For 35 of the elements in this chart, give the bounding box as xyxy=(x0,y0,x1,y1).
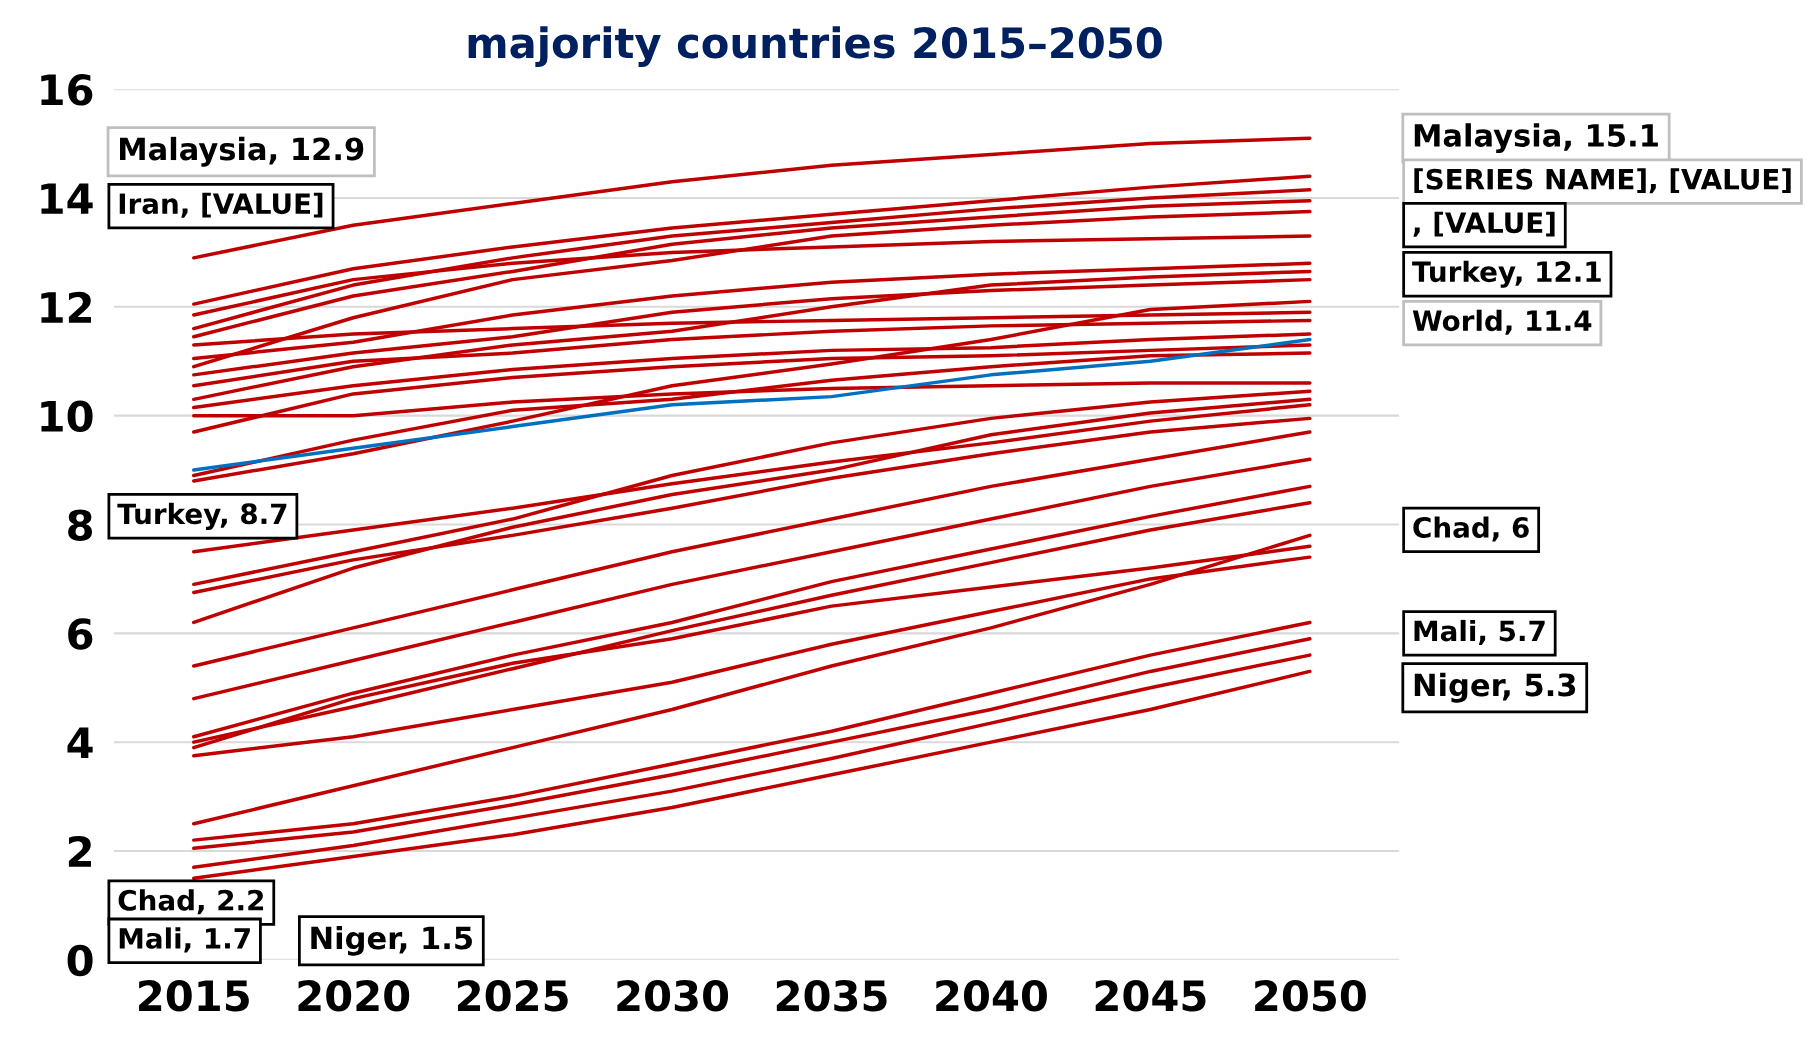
y-tick-label: 16 xyxy=(41,74,93,106)
annotation: Turkey, 8.7 xyxy=(117,502,287,530)
text: , [VALUE] xyxy=(1413,211,1555,237)
x-tick-label: 2045 xyxy=(1095,980,1206,1012)
x-tick-label: 2050 xyxy=(1255,980,1366,1012)
chart-title: majority countries 2015–2050 xyxy=(468,26,1162,67)
annotation: Chad, 2.2 xyxy=(118,889,264,915)
x-tick-label: 2015 xyxy=(139,980,249,1012)
text: Mali, 5.7 xyxy=(1414,619,1545,645)
y-tick-label: 2 xyxy=(68,835,91,867)
y-tick-label: 12 xyxy=(41,291,91,323)
text: World, 11.4 xyxy=(1412,309,1592,335)
text: Malaysia, 15.1 xyxy=(1414,123,1658,154)
x-tick-label: 2020 xyxy=(298,980,410,1012)
x-tick-label: 2030 xyxy=(617,980,729,1012)
y-tick-label: 0 xyxy=(67,944,93,977)
y-tick-label: 14 xyxy=(41,183,93,214)
x-tick-label: 2025 xyxy=(457,980,568,1012)
text: Turkey, 12.1 xyxy=(1412,260,1601,288)
annotation: Iran, [VALUE] xyxy=(119,192,323,218)
y-tick-label: 8 xyxy=(68,509,92,541)
annotation: Mali, 1.7 xyxy=(119,927,250,953)
text: [SERIES NAME], [VALUE] xyxy=(1414,168,1791,194)
y-tick-label: 10 xyxy=(41,400,93,433)
text: Niger, 5.3 xyxy=(1414,672,1576,703)
line-series xyxy=(192,269,1312,402)
y-tick-label: 6 xyxy=(68,618,93,650)
x-tick-label: 2035 xyxy=(776,980,887,1012)
annotation: Niger, 1.5 xyxy=(311,925,472,956)
line-series xyxy=(192,174,1312,306)
line-series xyxy=(192,299,1312,483)
y-tick-label: 4 xyxy=(67,727,93,758)
annotation: Malaysia, 12.9 xyxy=(120,136,364,167)
text: Chad, 6 xyxy=(1413,516,1529,542)
x-tick-label: 2040 xyxy=(936,980,1047,1012)
